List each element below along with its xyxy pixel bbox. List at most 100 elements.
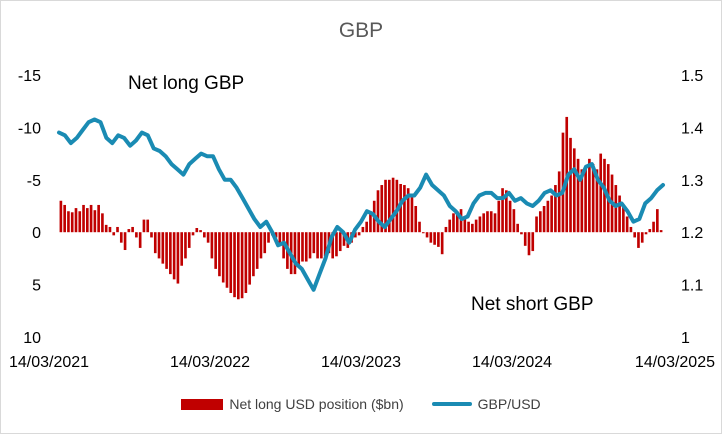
- bar: [335, 232, 338, 257]
- right-axis-tick-label: 1.4: [681, 120, 703, 137]
- bar: [101, 213, 104, 233]
- bar: [478, 216, 482, 233]
- bar: [588, 158, 591, 233]
- bar: [229, 232, 233, 293]
- bar: [614, 185, 618, 233]
- bar: [236, 232, 240, 300]
- bar: [146, 219, 150, 233]
- bar: [444, 226, 448, 233]
- right-axis-tick-label: 1: [681, 330, 690, 347]
- bar: [316, 232, 319, 259]
- bar: [312, 232, 316, 254]
- legend-label-bars: Net long USD position ($bn): [229, 396, 404, 412]
- bar: [452, 213, 455, 233]
- legend-swatch-bars: [181, 398, 224, 410]
- bar: [633, 232, 637, 238]
- bar: [550, 195, 553, 233]
- bar: [467, 221, 470, 233]
- bar: [497, 200, 501, 233]
- bar: [210, 232, 214, 259]
- right-axis-tick-label: 1.3: [681, 173, 703, 190]
- bar: [652, 221, 655, 233]
- bar: [127, 229, 131, 233]
- annotation-net-short: Net short GBP: [471, 294, 594, 315]
- bar: [471, 223, 474, 233]
- bar: [414, 206, 418, 233]
- bar: [301, 232, 304, 262]
- bar: [659, 230, 663, 233]
- x-axis-tick-label: 14/03/2024: [472, 354, 552, 371]
- chart-title: GBP: [338, 19, 384, 42]
- bar: [418, 221, 421, 233]
- x-axis-tick-label: 14/03/2021: [9, 354, 89, 371]
- bar: [406, 188, 410, 233]
- bar: [304, 232, 308, 262]
- bar: [176, 232, 180, 284]
- bar: [561, 132, 565, 233]
- bar: [74, 208, 78, 233]
- bar: [195, 228, 199, 233]
- bar: [267, 232, 270, 243]
- bar: [225, 232, 229, 288]
- bar: [369, 211, 372, 233]
- bar: [331, 232, 335, 259]
- left-axis-tick-label: -5: [27, 173, 41, 190]
- bar: [384, 179, 387, 233]
- bar: [580, 169, 584, 233]
- bar: [172, 232, 176, 280]
- chart-plot: -15 -10 -5 0 5 10 1.5 1.4 1.3 1.2 1.1 1 14/03/2021…: [9, 68, 715, 371]
- bar: [112, 232, 116, 236]
- bar: [618, 195, 621, 233]
- bar: [93, 210, 97, 233]
- bar: [603, 158, 606, 233]
- bar: [131, 226, 134, 233]
- bar: [391, 177, 395, 233]
- bar: [410, 195, 414, 233]
- gbp-usd-line: [57, 117, 665, 292]
- bar: [150, 232, 153, 238]
- bar: [440, 232, 444, 255]
- bar: [342, 232, 346, 246]
- bar: [233, 232, 236, 298]
- bar: [142, 219, 146, 233]
- bar: [293, 232, 297, 275]
- bar: [429, 232, 433, 243]
- bar: [157, 232, 161, 259]
- x-axis-tick-label: 14/03/2022: [170, 354, 250, 371]
- bar: [165, 232, 168, 269]
- bar: [482, 213, 486, 233]
- bar: [527, 232, 531, 256]
- bar: [501, 188, 504, 233]
- bar: [489, 211, 493, 233]
- bar: [187, 232, 191, 248]
- bar: [376, 190, 380, 233]
- x-axis-tick-label: 14/03/2023: [321, 354, 401, 371]
- bar: [184, 232, 187, 259]
- bar: [180, 232, 184, 266]
- left-axis-tick-label: -10: [18, 120, 41, 137]
- bar: [116, 226, 119, 233]
- bar: [320, 232, 323, 259]
- left-axis-tick-label: -15: [18, 68, 41, 85]
- bar: [119, 232, 123, 243]
- bar: [656, 209, 659, 233]
- right-axis-tick-label: 1.1: [681, 278, 703, 295]
- bar: [240, 232, 244, 299]
- bar: [523, 232, 527, 246]
- bar: [437, 232, 440, 247]
- bar: [474, 219, 478, 233]
- left-axis-tick-label: 0: [32, 225, 41, 242]
- bar: [78, 211, 82, 233]
- bar: [569, 137, 572, 233]
- bar: [508, 200, 512, 233]
- right-axis-tick-label: 1.5: [681, 68, 703, 85]
- annotation-net-long: Net long GBP: [128, 73, 244, 94]
- bar: [572, 148, 576, 233]
- bar: [248, 232, 251, 285]
- bar: [199, 230, 202, 233]
- bar: [637, 232, 640, 248]
- bar: [135, 232, 138, 238]
- bar: [153, 232, 157, 254]
- bar: [244, 232, 248, 293]
